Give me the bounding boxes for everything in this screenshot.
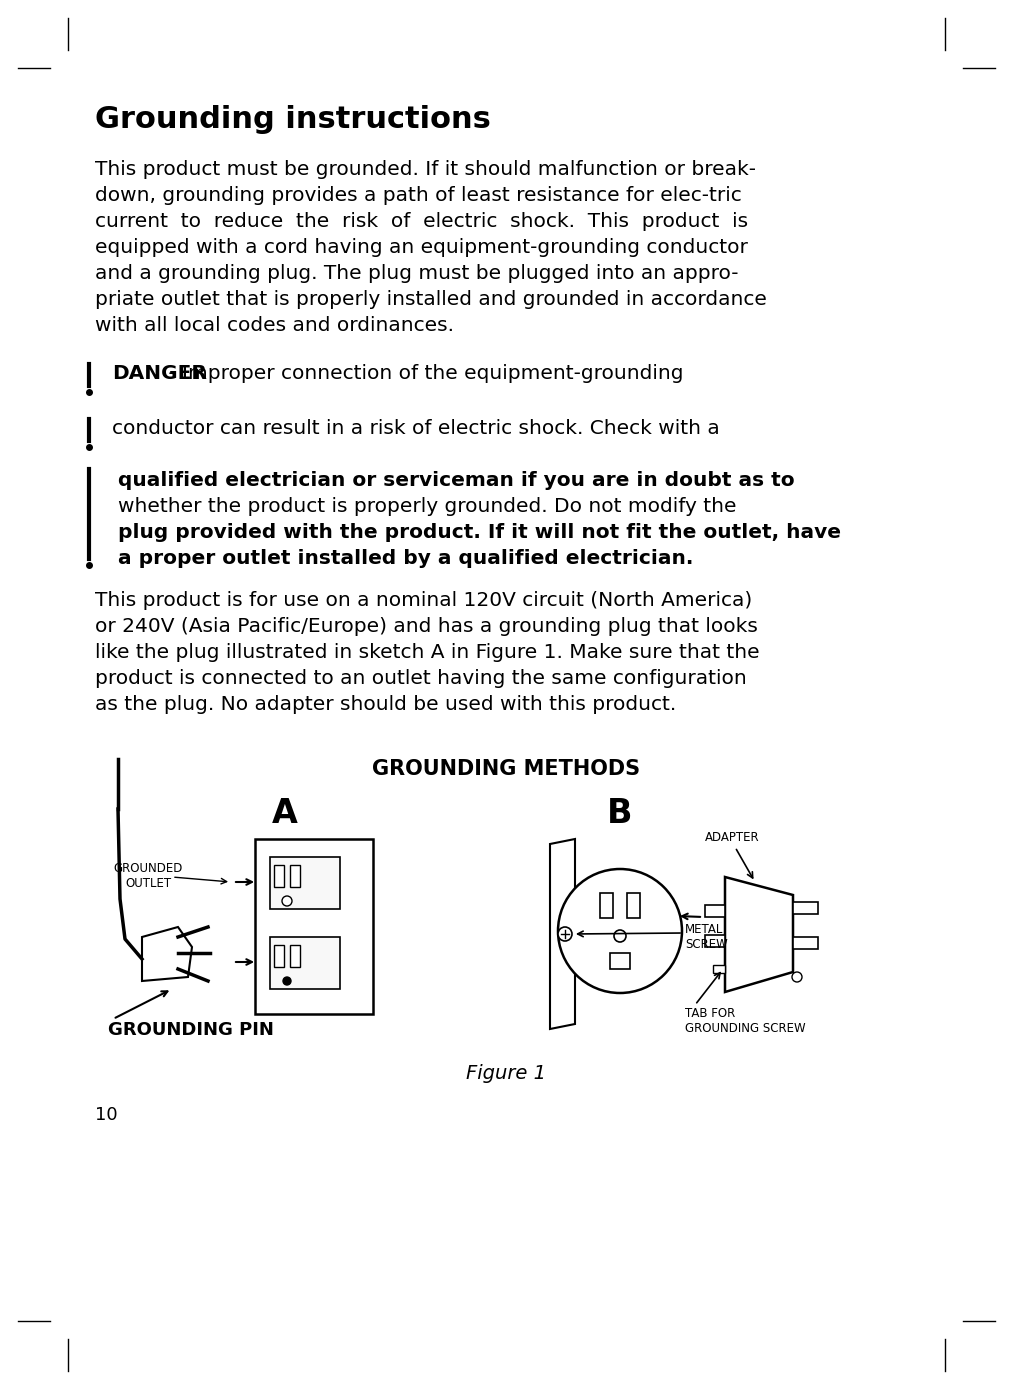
Bar: [705, 906, 725, 917]
Bar: [713, 965, 725, 974]
Circle shape: [558, 926, 572, 940]
Polygon shape: [142, 926, 192, 981]
Text: plug provided with the product. If it will not fit the outlet, have: plug provided with the product. If it wi…: [118, 524, 841, 542]
Bar: [705, 935, 725, 947]
Circle shape: [792, 972, 802, 982]
Text: and a grounding plug. The plug must be plugged into an appro-: and a grounding plug. The plug must be p…: [95, 264, 738, 283]
Bar: [255, 839, 373, 1014]
Bar: [600, 893, 613, 918]
Text: as the plug. No adapter should be used with this product.: as the plug. No adapter should be used w…: [95, 694, 677, 714]
Circle shape: [558, 870, 682, 993]
Text: Grounding instructions: Grounding instructions: [95, 106, 491, 133]
Text: GROUNDED
OUTLET: GROUNDED OUTLET: [113, 863, 182, 890]
Text: - Improper connection of the equipment-grounding: - Improper connection of the equipment-g…: [162, 364, 684, 383]
Text: A: A: [272, 797, 298, 831]
Text: 10: 10: [95, 1106, 118, 1124]
Circle shape: [282, 896, 292, 906]
Text: B: B: [607, 797, 633, 831]
Text: equipped with a cord having an equipment-grounding conductor: equipped with a cord having an equipment…: [95, 238, 748, 257]
Text: GROUNDING METHODS: GROUNDING METHODS: [372, 758, 640, 779]
Text: a proper outlet installed by a qualified electrician.: a proper outlet installed by a qualified…: [118, 549, 693, 568]
Circle shape: [283, 976, 291, 985]
Text: This product is for use on a nominal 120V circuit (North America): This product is for use on a nominal 120…: [95, 590, 753, 610]
Text: qualified electrician or serviceman if you are in doubt as to: qualified electrician or serviceman if y…: [118, 471, 794, 490]
Bar: [270, 857, 340, 908]
Bar: [290, 945, 300, 967]
Bar: [793, 938, 819, 949]
Bar: [274, 865, 284, 888]
Text: ADAPTER: ADAPTER: [705, 831, 760, 845]
Polygon shape: [725, 876, 793, 992]
Circle shape: [614, 931, 626, 942]
Bar: [610, 953, 630, 970]
Bar: [627, 893, 640, 918]
Bar: [274, 945, 284, 967]
Bar: [290, 865, 300, 888]
Text: This product must be grounded. If it should malfunction or break-: This product must be grounded. If it sho…: [95, 160, 756, 179]
Text: GROUNDING PIN: GROUNDING PIN: [108, 1021, 274, 1039]
Text: METAL
SCREW: METAL SCREW: [685, 924, 727, 951]
Text: whether the product is properly grounded. Do not modify the: whether the product is properly grounded…: [118, 497, 736, 515]
Bar: [270, 938, 340, 989]
Text: product is connected to an outlet having the same configuration: product is connected to an outlet having…: [95, 669, 747, 688]
Text: like the plug illustrated in sketch A in Figure 1. Make sure that the: like the plug illustrated in sketch A in…: [95, 643, 760, 663]
Text: down, grounding provides a path of least resistance for elec-tric: down, grounding provides a path of least…: [95, 186, 742, 206]
Text: with all local codes and ordinances.: with all local codes and ordinances.: [95, 317, 454, 335]
Text: Figure 1: Figure 1: [466, 1064, 546, 1083]
Text: conductor can result in a risk of electric shock. Check with a: conductor can result in a risk of electr…: [112, 419, 720, 438]
Text: or 240V (Asia Pacific/Europe) and has a grounding plug that looks: or 240V (Asia Pacific/Europe) and has a …: [95, 617, 758, 636]
Text: TAB FOR
GROUNDING SCREW: TAB FOR GROUNDING SCREW: [685, 1007, 805, 1035]
Bar: [793, 901, 819, 914]
Polygon shape: [550, 839, 575, 1029]
Text: current  to  reduce  the  risk  of  electric  shock.  This  product  is: current to reduce the risk of electric s…: [95, 213, 749, 231]
Text: priate outlet that is properly installed and grounded in accordance: priate outlet that is properly installed…: [95, 290, 767, 308]
Text: DANGER: DANGER: [112, 364, 207, 383]
